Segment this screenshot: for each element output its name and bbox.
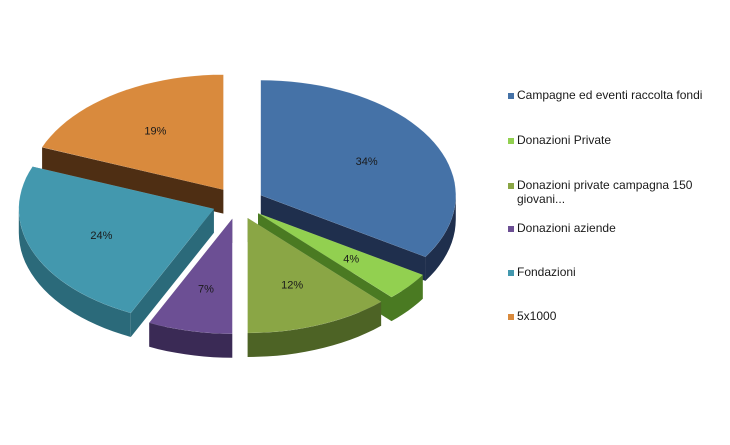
legend-swatch — [508, 183, 514, 189]
pie-data-label: 4% — [343, 254, 359, 266]
pie-slice-edge — [149, 322, 233, 358]
pie-data-label: 7% — [198, 283, 214, 295]
pie-data-label: 34% — [356, 156, 378, 168]
pie-data-label: 19% — [144, 126, 166, 138]
legend-swatch — [508, 270, 514, 276]
pie-slice-side — [42, 147, 224, 214]
pie-slice — [41, 74, 224, 191]
legend-swatch — [508, 314, 514, 320]
legend-label: Fondazioni — [517, 265, 576, 279]
legend-swatch — [508, 93, 514, 99]
pie-slice — [247, 217, 382, 334]
pie-slice-side — [260, 195, 426, 281]
pie-slice-edge — [391, 274, 423, 322]
legend-label: 5x1000 — [517, 309, 557, 323]
pie-slice — [148, 217, 233, 334]
legend-label: Campagne ed eventi raccolta fondi — [517, 88, 703, 102]
legend-item: Donazioni private campagna 150 giovani..… — [508, 178, 722, 206]
pie-slice-side — [130, 208, 214, 337]
legend-label: Donazioni private campagna 150 giovani..… — [517, 178, 693, 206]
pie-data-label: 24% — [90, 230, 112, 242]
pie-slice — [260, 79, 457, 258]
pie-slice-edge — [247, 301, 382, 357]
legend-item: Donazioni Private — [508, 133, 611, 147]
pie-chart-area: 34% 4% 12% 7% 24% 19% — [18, 74, 457, 358]
legend-swatch — [508, 226, 514, 232]
pie-slice — [257, 213, 424, 298]
legend-item: Donazioni aziende — [508, 221, 616, 235]
pie-data-label: 12% — [281, 279, 303, 291]
legend-item: Fondazioni — [508, 265, 576, 279]
legend-label: Donazioni aziende — [517, 221, 616, 235]
legend-label: Donazioni Private — [517, 133, 612, 147]
pie-chart: 34% 4% 12% 7% 24% 19% — [18, 74, 457, 358]
legend-item: Campagne ed eventi raccolta fondi — [508, 88, 702, 102]
legend-swatch — [508, 138, 514, 144]
pie-slice — [18, 166, 215, 314]
pie-slice-edge — [18, 208, 131, 337]
legend-item: 5x1000 — [508, 309, 556, 323]
pie-slice-edge — [425, 195, 456, 281]
